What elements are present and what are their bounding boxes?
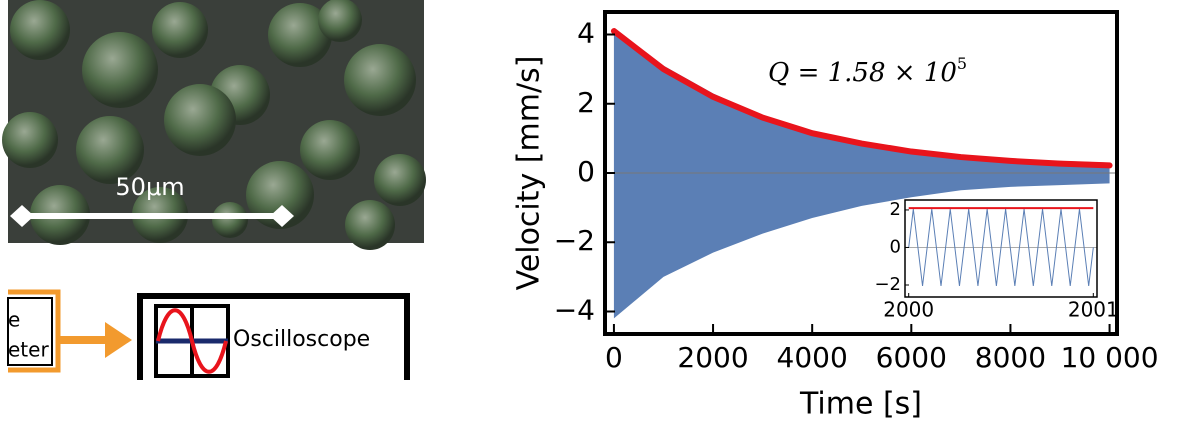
x-tick-label: 6000 [876,341,947,374]
inset-y-tick-label: −2 [874,274,901,295]
diagram: e eter Oscilloscope [7,289,410,380]
oscilloscope-frame [137,293,410,380]
left-block-line: eter [8,338,49,362]
inset-signal [908,208,1094,286]
left-block-frame [8,289,61,373]
micrograph: 50μm [2,0,426,250]
arrow-head [105,322,132,358]
y-tick-label: 2 [577,86,595,119]
scale-bar-end [270,205,294,227]
y-tick-label: 4 [577,17,595,50]
y-axis-title: Velocity [mm/s] [512,56,547,291]
x-tick-label: 10 000 [1061,341,1159,374]
annotation-exponent: 5 [957,54,967,73]
inset-frame [904,199,1098,298]
inset-y-tick-label: 2 [890,199,901,220]
fit-line [610,28,1113,169]
oscilloscope-label: Oscilloscope [233,327,370,352]
inset-x-tick-label: 2001 [1068,298,1119,322]
signal-band [613,29,1110,319]
left-block-line: e [8,308,20,332]
x-tick-label: 2000 [677,341,748,374]
scope-wave [156,308,228,374]
particles [2,0,426,250]
scale-label: 50μm [115,173,184,201]
inset-y-tick-label: 0 [890,236,901,257]
y-tick-label: −4 [554,293,595,326]
chart: Q = 1.58 × 105 Time [s] Velocity [mm/s] … [512,10,1159,422]
x-tick-label: 8000 [975,341,1046,374]
x-axis-title: Time [s] [799,387,922,422]
left-block [7,297,53,366]
x-tick-label: 4000 [777,341,848,374]
y-tick-label: −2 [554,224,595,257]
x-tick-label: 0 [605,341,623,374]
annotation-text: Q = 1.58 × 10 [768,58,957,88]
annotation: Q = 1.58 × 105 [768,54,967,89]
scale-bar-end [10,205,34,227]
inset-x-tick-label: 2000 [883,298,934,322]
y-tick-label: 0 [577,155,595,188]
